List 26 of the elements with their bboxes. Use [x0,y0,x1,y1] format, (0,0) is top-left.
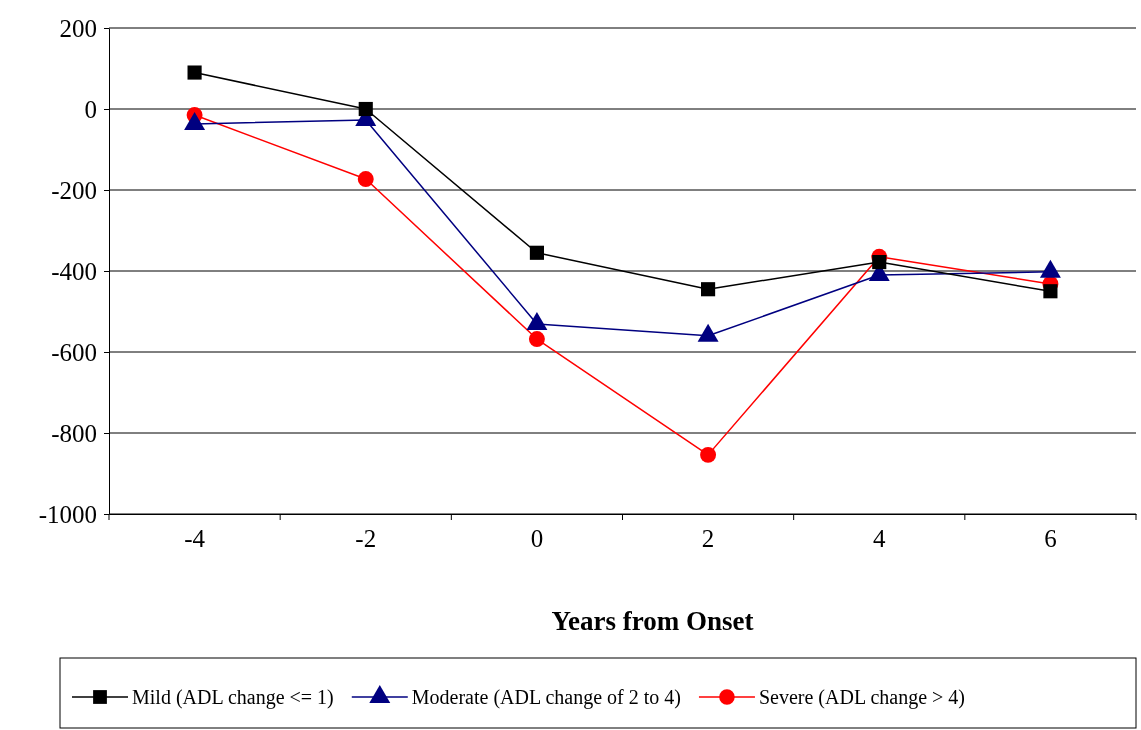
legend-label: Mild (ADL change <= 1) [132,686,334,709]
point [528,331,545,347]
point [187,65,202,80]
y-tick-label: -600 [51,338,97,366]
x-tick-label: 0 [530,525,544,552]
x-tick-label: 2 [701,525,715,552]
point [701,282,716,297]
x-tick-label: 4 [873,525,886,552]
point [872,255,887,270]
y-tick-label: 200 [59,14,97,42]
x-axis-title: Years from Onset [551,606,754,636]
legend-label: Moderate (ADL change of 2 to 4) [411,686,681,709]
x-tick-label: 6 [1044,525,1057,552]
point [700,446,717,463]
x-tick-label: -4 [184,525,206,552]
y-tick-label: -200 [51,176,97,204]
point [357,171,374,188]
y-tick-label: -1000 [38,500,97,528]
point [358,101,373,117]
point [529,245,544,260]
y-tick-label: -400 [51,257,97,285]
legend-label: Severe (ADL change > 4) [758,686,965,709]
y-tick-label: 0 [84,95,97,123]
point [1043,284,1058,299]
x-tick-label: -2 [355,525,377,552]
y-tick-label: -800 [51,419,97,447]
